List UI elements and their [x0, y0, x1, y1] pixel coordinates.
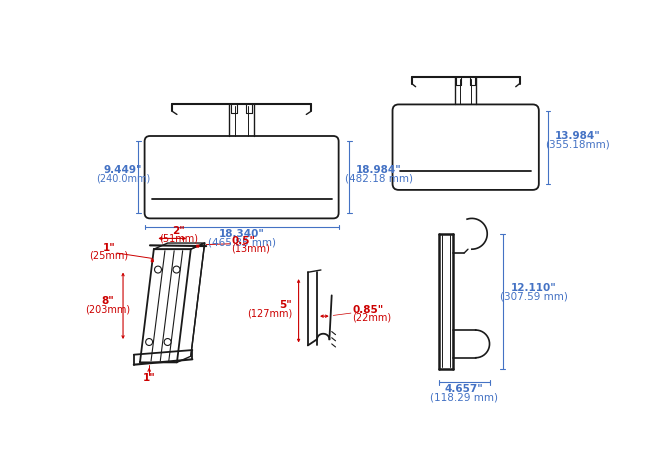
Text: 1": 1" — [143, 373, 156, 383]
Text: (22mm): (22mm) — [353, 313, 392, 323]
Text: 18.984": 18.984" — [356, 165, 402, 175]
Text: (127mm): (127mm) — [247, 309, 292, 319]
Text: 13.984": 13.984" — [554, 131, 600, 141]
Text: (118.29 mm): (118.29 mm) — [430, 393, 498, 403]
Text: 0.85": 0.85" — [353, 305, 384, 315]
Text: 2": 2" — [172, 226, 185, 236]
Text: 4.657": 4.657" — [445, 384, 483, 394]
Text: 1": 1" — [103, 243, 115, 253]
Text: 5": 5" — [280, 301, 292, 310]
Text: (465.85 mm): (465.85 mm) — [208, 237, 276, 247]
Text: (13mm): (13mm) — [231, 243, 271, 254]
Text: 12.110": 12.110" — [511, 283, 556, 293]
Text: (25mm): (25mm) — [90, 250, 129, 260]
Text: (240.0mm): (240.0mm) — [96, 173, 150, 184]
FancyBboxPatch shape — [145, 136, 339, 219]
Text: 18.340": 18.340" — [219, 229, 265, 239]
FancyBboxPatch shape — [392, 104, 539, 190]
Circle shape — [146, 338, 152, 345]
Text: (482.18 mm): (482.18 mm) — [345, 173, 412, 184]
Text: (307.59 mm): (307.59 mm) — [499, 291, 568, 301]
Circle shape — [173, 266, 180, 273]
Text: (51mm): (51mm) — [159, 233, 198, 243]
Text: 9.449": 9.449" — [104, 165, 143, 175]
Text: 0.5": 0.5" — [231, 236, 256, 246]
Circle shape — [154, 266, 162, 273]
Text: 8": 8" — [101, 296, 114, 306]
Text: (355.18mm): (355.18mm) — [545, 140, 610, 150]
Text: (203mm): (203mm) — [85, 304, 130, 314]
Circle shape — [164, 338, 171, 345]
